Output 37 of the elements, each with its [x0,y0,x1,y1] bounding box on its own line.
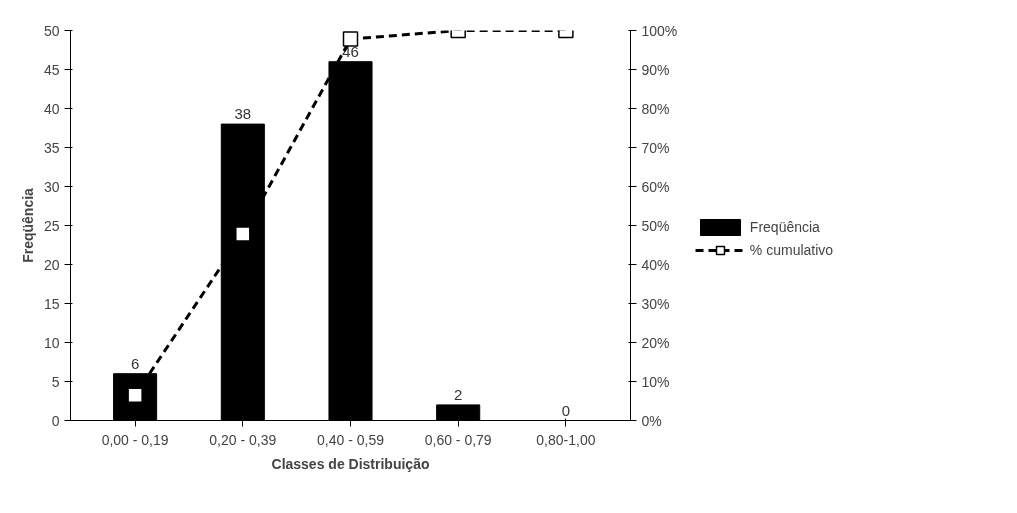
y2-tick-label: 30% [641,295,670,312]
data-label: 6 [130,354,140,372]
y2-tick-label: 20% [641,334,670,351]
y-axis-title: Freqüência [19,187,36,263]
legend-label: % cumulativo [749,242,834,258]
x-axis-title: Classes de Distribuição [271,455,430,472]
y2-tick-label: 40% [641,256,670,273]
y-tick-label: 0 [51,412,60,429]
y-tick-label: 10 [43,334,60,351]
x-tick-label: 0,80-1,00 [536,431,596,448]
y2-tick-label: 50% [641,217,670,234]
y2-tick-label: 80% [641,100,670,117]
legend-label: Freqüência [749,219,820,235]
data-label: 38 [234,105,252,123]
data-label: 2 [454,385,463,403]
x-tick-label: 0,20 - 0,39 [209,431,277,448]
x-tick-label: 0,00 - 0,19 [101,431,169,448]
point [235,226,251,242]
y2-tick-label: 0% [641,412,662,429]
y2-tick-label: 70% [641,139,670,156]
y-tick-label: 30 [43,178,60,195]
x-tick-label: 0,40 - 0,59 [317,431,385,448]
y-tick-label: 35 [43,139,60,156]
y2-tick-label: 100% [641,22,678,39]
y-tick-label: 50 [43,22,60,39]
y-tick-label: 25 [43,217,60,234]
y-tick-label: 20 [43,256,60,273]
x-tick-label: 0,60 - 0,79 [424,431,492,448]
y2-tick-label: 90% [641,61,670,78]
y-tick-label: 15 [43,295,60,312]
y-tick-label: 5 [51,373,60,390]
y2-tick-label: 10% [641,373,670,390]
data-label: 0 [561,401,571,419]
y-tick-label: 45 [43,61,60,78]
data-label: 46 [342,42,359,60]
y-tick-label: 40 [43,100,60,117]
y2-tick-label: 60% [641,178,670,195]
